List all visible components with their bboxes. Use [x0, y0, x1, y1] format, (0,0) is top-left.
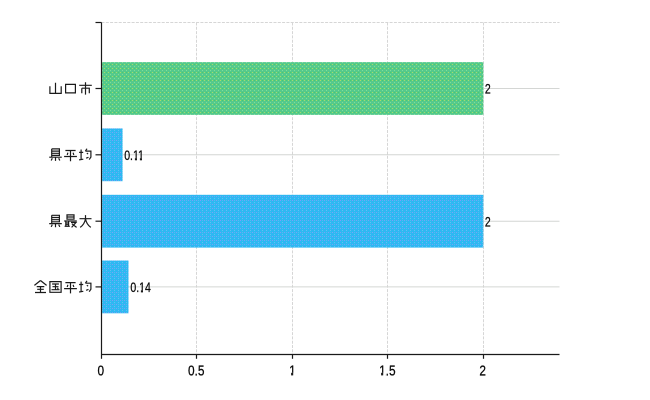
- svg-text:0.14: 0.14: [130, 280, 151, 296]
- svg-text:0.5: 0.5: [188, 362, 204, 379]
- svg-text:2: 2: [485, 81, 491, 97]
- svg-text:2: 2: [485, 214, 491, 230]
- svg-text:1: 1: [289, 362, 296, 379]
- svg-text:2: 2: [479, 362, 486, 379]
- svg-text:0: 0: [98, 362, 105, 379]
